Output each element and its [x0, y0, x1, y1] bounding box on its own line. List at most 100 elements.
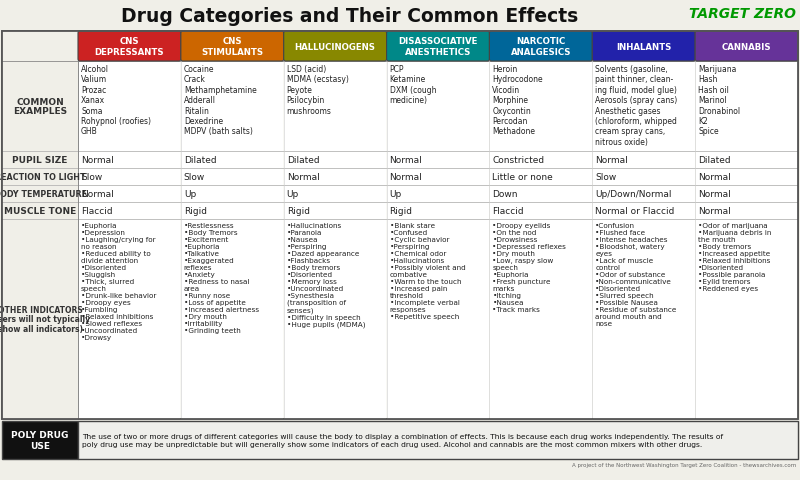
- Text: The use of two or more drugs of different categories will cause the body to disp: The use of two or more drugs of differen…: [82, 433, 723, 447]
- Text: Rigid: Rigid: [286, 206, 310, 216]
- Bar: [78, 152, 180, 168]
- Bar: [696, 169, 798, 185]
- Text: Dilated: Dilated: [698, 156, 730, 165]
- Text: Normal: Normal: [390, 173, 422, 181]
- Bar: [78, 203, 180, 219]
- Text: Normal: Normal: [698, 173, 731, 181]
- Text: DISASSOCIATIVE
ANESTHETICS: DISASSOCIATIVE ANESTHETICS: [398, 37, 478, 57]
- Bar: [387, 169, 489, 185]
- Text: LSD (acid)
MDMA (ecstasy)
Peyote
Psilocybin
mushrooms: LSD (acid) MDMA (ecstasy) Peyote Psilocy…: [286, 65, 349, 115]
- Bar: [182, 186, 283, 202]
- Bar: [593, 186, 694, 202]
- Text: •Euphoria
•Depression
•Laughing/crying for
no reason
•Reduced ability to
divide : •Euphoria •Depression •Laughing/crying f…: [81, 223, 156, 340]
- Text: Dilated: Dilated: [184, 156, 217, 165]
- Text: Up/Down/Normal: Up/Down/Normal: [595, 190, 672, 199]
- Bar: [490, 152, 592, 168]
- Bar: [182, 62, 283, 151]
- Text: MUSCLE TONE: MUSCLE TONE: [4, 206, 76, 216]
- Text: Up: Up: [390, 190, 402, 199]
- Bar: [490, 220, 592, 419]
- Bar: [78, 220, 180, 419]
- Bar: [2, 32, 78, 419]
- Text: NARCOTIC
ANALGESICS: NARCOTIC ANALGESICS: [510, 37, 571, 57]
- Text: Normal: Normal: [698, 206, 731, 216]
- Bar: [284, 186, 386, 202]
- Bar: [387, 186, 489, 202]
- Text: PCP
Ketamine
DXM (cough
medicine): PCP Ketamine DXM (cough medicine): [390, 65, 436, 105]
- Text: CANNABIS: CANNABIS: [722, 42, 771, 51]
- Bar: [284, 62, 386, 151]
- Bar: [78, 62, 180, 151]
- FancyBboxPatch shape: [181, 32, 284, 62]
- Text: Marijuana
Hash
Hash oil
Marinol
Dronabinol
K2
Spice: Marijuana Hash Hash oil Marinol Dronabin…: [698, 65, 740, 136]
- Bar: [182, 220, 283, 419]
- Text: •Restlessness
•Body Tremors
•Excitement
•Euphoria
•Talkative
•Exaggerated
reflex: •Restlessness •Body Tremors •Excitement …: [184, 223, 259, 333]
- Text: Normal: Normal: [81, 156, 114, 165]
- Text: Drug Categories and Their Common Effects: Drug Categories and Their Common Effects: [122, 7, 578, 25]
- Bar: [696, 220, 798, 419]
- Bar: [387, 62, 489, 151]
- Bar: [490, 203, 592, 219]
- Text: •Droopy eyelids
•On the nod
•Drowsiness
•Depressed reflexes
•Dry mouth
•Low, ras: •Droopy eyelids •On the nod •Drowsiness …: [493, 223, 566, 312]
- Text: Up: Up: [184, 190, 196, 199]
- Bar: [387, 220, 489, 419]
- Bar: [284, 203, 386, 219]
- Bar: [182, 203, 283, 219]
- Bar: [696, 62, 798, 151]
- Bar: [182, 152, 283, 168]
- Bar: [490, 62, 592, 151]
- Bar: [593, 169, 694, 185]
- Text: Rigid: Rigid: [390, 206, 413, 216]
- FancyBboxPatch shape: [592, 32, 695, 62]
- Text: Normal: Normal: [286, 173, 319, 181]
- Text: CNS
STIMULANTS: CNS STIMULANTS: [202, 37, 263, 57]
- Text: Little or none: Little or none: [493, 173, 553, 181]
- Text: PUPIL SIZE: PUPIL SIZE: [12, 156, 68, 165]
- Text: Normal: Normal: [81, 190, 114, 199]
- Text: Alcohol
Valium
Prozac
Xanax
Soma
Rohypnol (roofies)
GHB: Alcohol Valium Prozac Xanax Soma Rohypno…: [81, 65, 151, 136]
- Bar: [387, 152, 489, 168]
- Bar: [593, 203, 694, 219]
- Text: Constricted: Constricted: [493, 156, 545, 165]
- Text: •Confusion
•Flushed face
•Intense headaches
•Bloodshot, watery
eyes
•Lack of mus: •Confusion •Flushed face •Intense headac…: [595, 223, 677, 326]
- FancyBboxPatch shape: [78, 32, 181, 62]
- Bar: [387, 203, 489, 219]
- Text: •Odor of marijuana
•Marijuana debris in
the mouth
•Body tremors
•Increased appet: •Odor of marijuana •Marijuana debris in …: [698, 223, 771, 291]
- Text: Flaccid: Flaccid: [81, 206, 113, 216]
- Text: CNS
DEPRESSANTS: CNS DEPRESSANTS: [94, 37, 164, 57]
- Text: OTHER INDICATORS
(users will not typically
show all indicators): OTHER INDICATORS (users will not typical…: [0, 305, 90, 334]
- FancyBboxPatch shape: [490, 32, 592, 62]
- Text: •Blank stare
•Confused
•Cyclic behavior
•Perspiring
•Chemical odor
•Hallucinatio: •Blank stare •Confused •Cyclic behavior …: [390, 223, 466, 319]
- Bar: [2, 32, 798, 419]
- Bar: [593, 152, 694, 168]
- Text: TARGET ZERO: TARGET ZERO: [689, 7, 796, 21]
- Bar: [284, 220, 386, 419]
- FancyBboxPatch shape: [284, 32, 386, 62]
- Text: Solvents (gasoline,
paint thinner, clean-
ing fluid, model glue)
Aerosols (spray: Solvents (gasoline, paint thinner, clean…: [595, 65, 678, 146]
- Text: Normal or Flaccid: Normal or Flaccid: [595, 206, 674, 216]
- Text: BODY TEMPERATURE: BODY TEMPERATURE: [0, 190, 86, 199]
- Bar: [182, 169, 283, 185]
- Bar: [284, 169, 386, 185]
- Bar: [593, 220, 694, 419]
- Bar: [2, 421, 78, 459]
- Text: COMMON
EXAMPLES: COMMON EXAMPLES: [13, 97, 67, 116]
- Text: Dilated: Dilated: [286, 156, 319, 165]
- Text: REACTION TO LIGHT: REACTION TO LIGHT: [0, 173, 86, 181]
- FancyBboxPatch shape: [695, 32, 798, 62]
- Bar: [78, 421, 798, 459]
- Text: INHALANTS: INHALANTS: [616, 42, 671, 51]
- Text: Rigid: Rigid: [184, 206, 207, 216]
- Text: Down: Down: [493, 190, 518, 199]
- Text: Normal: Normal: [390, 156, 422, 165]
- Text: Normal: Normal: [595, 156, 628, 165]
- Bar: [78, 169, 180, 185]
- Text: Cocaine
Crack
Methamphetamine
Adderall
Ritalin
Dexedrine
MDPV (bath salts): Cocaine Crack Methamphetamine Adderall R…: [184, 65, 257, 136]
- Text: Heroin
Hydrocodone
Vicodin
Morphine
Oxycontin
Percodan
Methadone: Heroin Hydrocodone Vicodin Morphine Oxyc…: [493, 65, 543, 136]
- Bar: [490, 169, 592, 185]
- Bar: [696, 203, 798, 219]
- Bar: [696, 152, 798, 168]
- Text: Slow: Slow: [81, 173, 102, 181]
- Bar: [490, 186, 592, 202]
- Bar: [284, 152, 386, 168]
